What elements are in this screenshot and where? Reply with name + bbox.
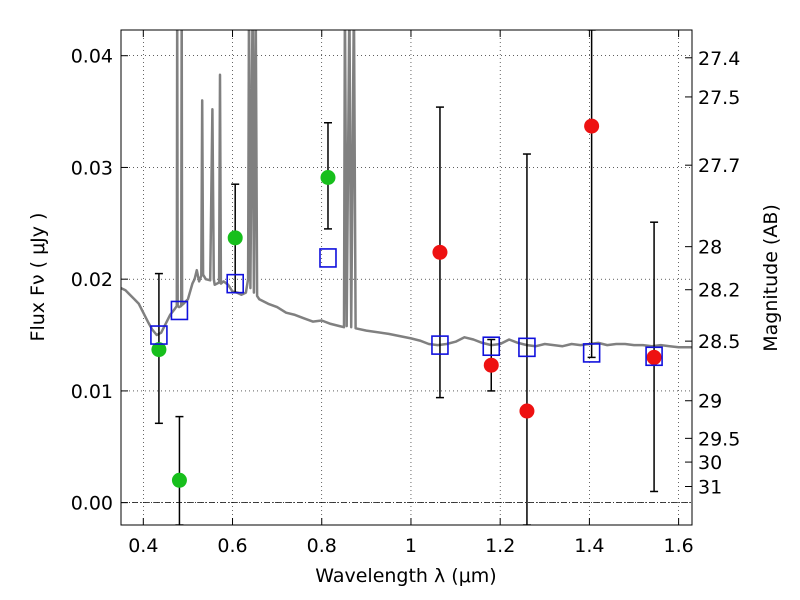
y-axis-title: Flux Fν ( μJy ) [27,213,49,342]
x-tick-label: 0.8 [307,535,337,557]
x-tick-label: 0.4 [128,535,158,557]
data-point-circle [519,403,535,419]
mag-tick-label: 29 [698,391,722,413]
y-tick-label: 0.03 [71,157,113,179]
mag-tick-label: 31 [698,477,722,499]
mag-tick-label: 28.2 [698,280,740,302]
y-tick-label: 0.04 [71,46,113,68]
x-tick-label: 1.4 [574,535,604,557]
model-point-square [226,273,244,294]
data-point-circle [227,230,243,246]
model-point-square [170,300,189,321]
axis-ticks [121,30,692,525]
mag-tick-label: 29.5 [698,428,740,450]
plot-frame [120,29,693,526]
model-point-square [319,248,337,268]
grid [121,30,692,525]
tick-labels: 0.4 0.6 0.8 1 1.2 1.4 1.6 0.00 0.01 0.02 0.03 0.04 2… [71,46,741,557]
data-point-circle [646,349,662,365]
x-tick-label: 0.6 [217,535,247,557]
data-point-circle [320,169,336,185]
x-tick-label: 1.6 [664,535,694,557]
data-point-circle [432,244,448,260]
y-tick-label: 0.02 [71,269,113,291]
model-point-square [150,325,168,345]
x-axis-title: Wavelength λ (μm) [315,565,496,587]
y-axis-right-title: Magnitude (AB) [760,204,782,352]
mag-tick-label: 27.7 [698,155,740,177]
mag-tick-label: 28.5 [698,331,740,353]
mag-tick-label: 27.4 [698,48,740,70]
mag-tick-label: 28 [698,237,722,259]
x-tick-label: 1 [405,535,417,557]
y-tick-label: 0.01 [71,381,113,403]
x-tick-label: 1.2 [485,535,515,557]
data-point-circle [171,472,187,488]
mag-tick-label: 27.5 [698,87,740,109]
data-markers [150,118,663,488]
model-point-square [645,346,663,367]
model-point-square [431,335,449,355]
model-spectrum-line [121,30,692,349]
data-point-circle [483,357,499,373]
model-point-square [482,336,501,357]
model-point-square [518,337,536,358]
data-point-circle [584,118,600,134]
data-point-circle [151,342,167,358]
error-bars [154,30,659,525]
mag-tick-label: 30 [698,452,722,474]
model-point-square [582,343,601,363]
model-spectrum-layer [121,30,692,349]
y-tick-label: 0.00 [71,493,113,515]
